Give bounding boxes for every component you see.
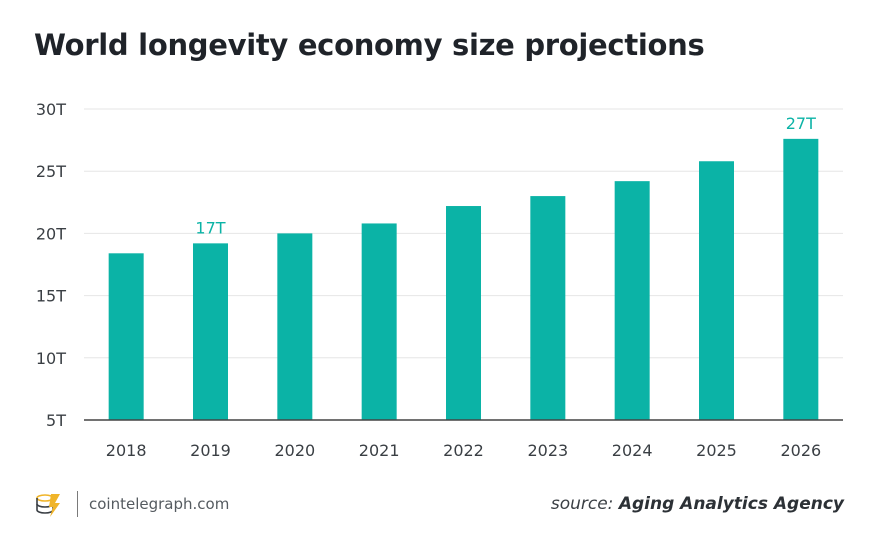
y-tick-label: 10T bbox=[36, 349, 66, 368]
y-tick-label: 30T bbox=[36, 100, 66, 119]
bar bbox=[530, 196, 566, 420]
bar bbox=[277, 233, 313, 420]
bar-chart: 5T 10T 15T 20T 25T 30T 2018 2019 17T 2020 2021 2022… bbox=[36, 100, 843, 460]
x-tick-label: 2020 bbox=[274, 441, 315, 460]
data-label: 17T bbox=[195, 218, 225, 237]
x-tick-label: 2025 bbox=[696, 441, 737, 460]
cointelegraph-logo-icon bbox=[36, 494, 60, 517]
bar bbox=[699, 161, 734, 421]
source-agency: Aging Analytics Agency bbox=[618, 494, 844, 514]
y-tick-label: 5T bbox=[46, 411, 66, 430]
bar bbox=[783, 138, 819, 420]
bar bbox=[361, 223, 397, 420]
x-tick-label: 2023 bbox=[527, 441, 568, 460]
x-tick-label: 2022 bbox=[443, 441, 484, 460]
x-tick-label: 2026 bbox=[780, 441, 821, 460]
x-tick-label: 2019 bbox=[190, 441, 231, 460]
y-tick-label: 25T bbox=[36, 162, 66, 181]
footer-divider bbox=[77, 491, 78, 517]
site-name: cointelegraph.com bbox=[89, 495, 230, 513]
y-tick-label: 15T bbox=[36, 287, 66, 306]
x-tick-label: 2021 bbox=[359, 441, 400, 460]
bar bbox=[108, 253, 144, 420]
y-tick-label: 20T bbox=[36, 224, 66, 243]
source-prefix: source: bbox=[550, 494, 614, 514]
bar bbox=[446, 206, 481, 420]
source-credit: source: Aging Analytics Agency bbox=[551, 494, 844, 514]
chart-title: World longevity economy size projections bbox=[34, 28, 705, 62]
bar bbox=[193, 243, 228, 420]
bar bbox=[614, 181, 650, 420]
x-tick-label: 2024 bbox=[612, 441, 653, 460]
data-label: 27T bbox=[786, 114, 816, 133]
x-tick-label: 2018 bbox=[106, 441, 147, 460]
